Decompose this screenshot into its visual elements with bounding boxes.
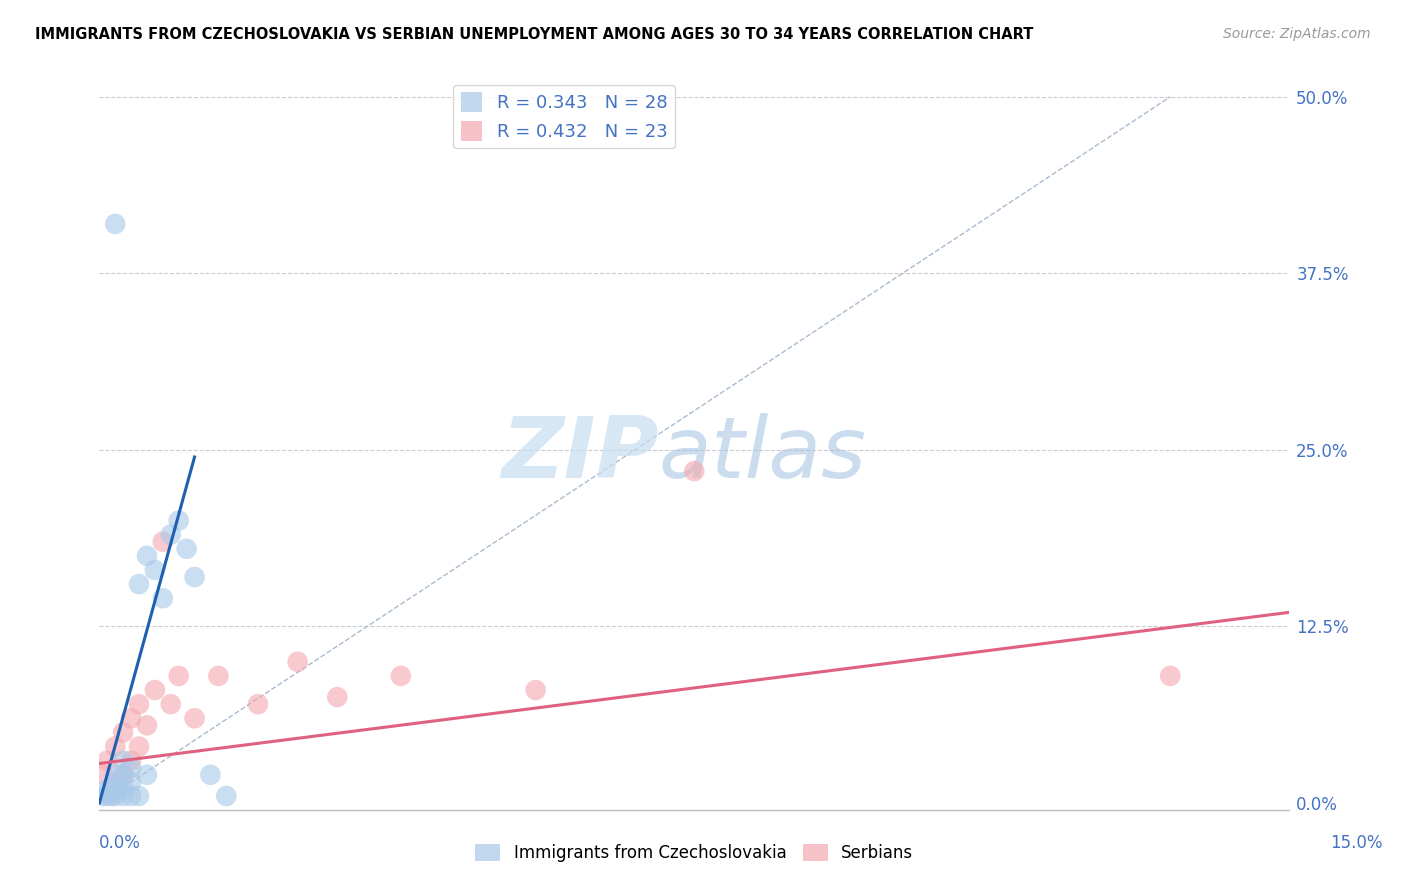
Point — [152, 591, 174, 606]
Point — [96, 754, 118, 768]
Point — [128, 789, 150, 803]
Point — [128, 697, 150, 711]
Text: ZIP: ZIP — [501, 413, 658, 496]
Point — [167, 514, 190, 528]
Point — [683, 464, 706, 478]
Text: Source: ZipAtlas.com: Source: ZipAtlas.com — [1223, 27, 1371, 41]
Text: atlas: atlas — [658, 413, 866, 496]
Point — [159, 697, 181, 711]
Point — [91, 768, 114, 782]
Point — [200, 768, 222, 782]
Point — [326, 690, 349, 705]
Point — [100, 789, 122, 803]
Point — [104, 775, 127, 789]
Point — [183, 711, 205, 725]
Point — [104, 789, 127, 803]
Point — [167, 669, 190, 683]
Point — [389, 669, 412, 683]
Point — [183, 570, 205, 584]
Text: 0.0%: 0.0% — [98, 834, 141, 852]
Point — [120, 754, 142, 768]
Point — [104, 217, 127, 231]
Point — [136, 549, 159, 563]
Point — [112, 781, 135, 796]
Point — [128, 577, 150, 591]
Point — [152, 534, 174, 549]
Point — [104, 781, 127, 796]
Point — [104, 739, 127, 754]
Point — [215, 789, 238, 803]
Point — [143, 683, 166, 698]
Point — [112, 725, 135, 739]
Point — [287, 655, 309, 669]
Point — [159, 527, 181, 541]
Point — [120, 789, 142, 803]
Point — [136, 768, 159, 782]
Text: IMMIGRANTS FROM CZECHOSLOVAKIA VS SERBIAN UNEMPLOYMENT AMONG AGES 30 TO 34 YEARS: IMMIGRANTS FROM CZECHOSLOVAKIA VS SERBIA… — [35, 27, 1033, 42]
Point — [112, 768, 135, 782]
Point — [128, 739, 150, 754]
Point — [120, 711, 142, 725]
Point — [112, 789, 135, 803]
Point — [207, 669, 229, 683]
Point — [112, 768, 135, 782]
Point — [176, 541, 198, 556]
Text: 15.0%: 15.0% — [1330, 834, 1384, 852]
Point — [247, 697, 270, 711]
Point — [91, 789, 114, 803]
Point — [120, 775, 142, 789]
Point — [104, 768, 127, 782]
Point — [96, 781, 118, 796]
Point — [1159, 669, 1181, 683]
Point — [136, 718, 159, 732]
Point — [96, 789, 118, 803]
Point — [112, 754, 135, 768]
Point — [524, 683, 547, 698]
Legend: R = 0.343   N = 28, R = 0.432   N = 23: R = 0.343 N = 28, R = 0.432 N = 23 — [454, 85, 675, 148]
Point — [143, 563, 166, 577]
Point — [120, 761, 142, 775]
